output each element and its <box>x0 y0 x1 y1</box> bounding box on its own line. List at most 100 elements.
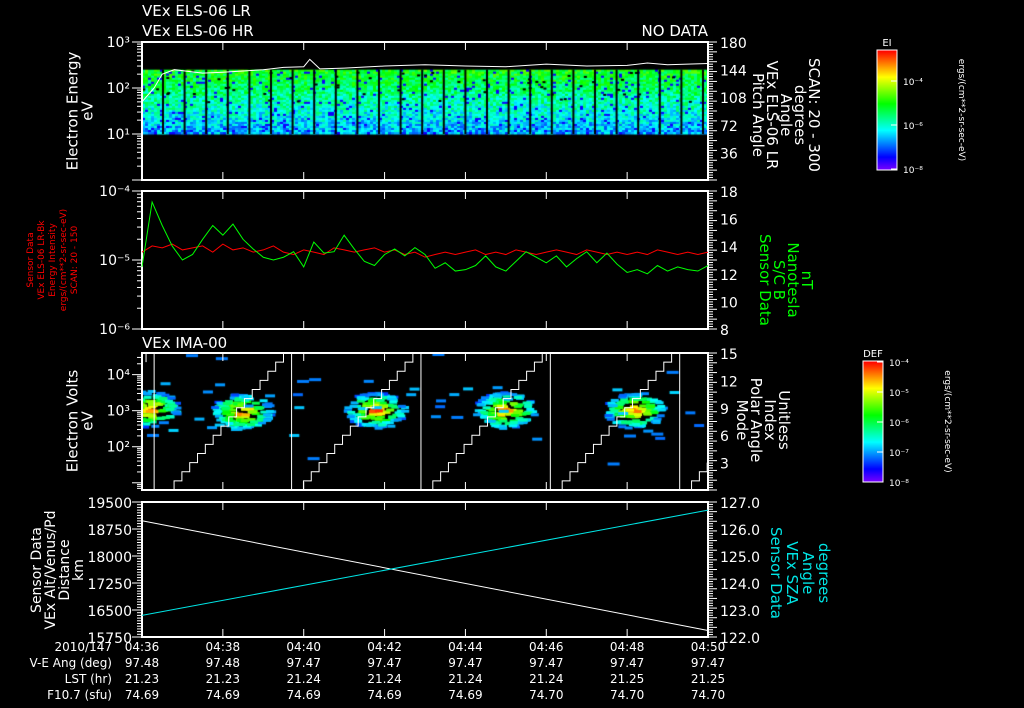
colorbar-segment <box>877 87 897 89</box>
colorbar-segment <box>863 446 883 448</box>
time-row-label: F10.7 (sfu) <box>47 688 112 702</box>
colorbar-segment <box>863 385 883 387</box>
time-axis-value: 74.69 <box>125 688 159 702</box>
colorbar-segment <box>877 136 897 138</box>
colorbar-segment <box>877 121 897 123</box>
time-axis-value: 74.70 <box>691 688 725 702</box>
axis-title-line: km <box>71 559 87 581</box>
colorbar-segment <box>863 396 883 398</box>
colorbar-segment <box>863 425 883 427</box>
colorbar-segment <box>863 442 883 444</box>
axis-title-line: Angle <box>799 552 817 595</box>
colorbar-tick-label: 10⁻⁴ <box>903 78 923 88</box>
axis-title-line: Distance <box>57 539 73 600</box>
colorbar-label: EI <box>882 38 891 49</box>
colorbar-segment <box>863 479 883 481</box>
colorbar-segment <box>877 59 897 61</box>
y-tick-label: 17250 <box>87 577 132 593</box>
colorbar-segment <box>877 51 897 53</box>
colorbar-segment <box>877 117 897 119</box>
time-axis-value: 97.48 <box>125 656 159 670</box>
colorbar-segment <box>863 412 883 414</box>
time-axis-value: 04:50 <box>691 640 726 654</box>
colorbar-segment <box>863 448 883 450</box>
colorbar-segment <box>863 398 883 400</box>
colorbar-segment <box>877 89 897 91</box>
polar-angle-staircase <box>166 352 292 491</box>
colorbar-segment <box>863 393 883 395</box>
colorbar-segment <box>877 109 897 111</box>
time-row-label: V-E Ang (deg) <box>30 656 112 670</box>
colorbar-3: DEF 10⁻⁴ 10⁻⁵ 10⁻⁶ 10⁻⁷ 10⁻⁸ ergs/(cm**2-sr-se… <box>862 349 952 489</box>
colorbar-segment <box>877 98 897 100</box>
colorbar-segment <box>877 93 897 95</box>
colorbar-segment <box>863 403 883 405</box>
colorbar-segment <box>877 53 897 55</box>
colorbar-segment <box>863 457 883 459</box>
colorbar-segment <box>863 404 883 406</box>
y-tick-label: 10⁻⁴ <box>99 184 130 200</box>
els-overlay-line <box>141 58 709 103</box>
colorbar-label: DEF <box>863 349 883 360</box>
time-axis-value: 04:40 <box>286 640 321 654</box>
colorbar-segment <box>863 475 883 477</box>
colorbar-segment <box>877 138 897 140</box>
colorbar-segment <box>877 91 897 93</box>
colorbar-segment <box>863 409 883 411</box>
colorbar-segment <box>877 79 897 81</box>
colorbar-segment <box>877 69 897 71</box>
y-tick-label: 19500 <box>87 496 132 512</box>
colorbar-segment <box>877 124 897 126</box>
colorbar-segment <box>863 399 883 401</box>
colorbar-tick-label: 10⁻⁷ <box>889 449 909 459</box>
colorbar-segment <box>877 100 897 102</box>
colorbar-segment <box>863 469 883 471</box>
colorbar-segment <box>877 66 897 68</box>
ima-title: VEx IMA-00 <box>142 334 227 352</box>
colorbar-segment <box>863 371 883 373</box>
axis-title-line: nT <box>798 271 816 291</box>
ylabel-title: Sensor Data VEx ELS-06 LR-Bk Energy Intens… <box>26 209 80 311</box>
y2-tick-label: 15 <box>720 347 738 363</box>
time-row-label: 2010/147 <box>55 640 113 654</box>
axis-title-line: Sensor Data <box>26 232 36 287</box>
colorbar-segment <box>877 71 897 73</box>
time-axis-value: 21.23 <box>206 672 240 686</box>
colorbar-segment <box>863 366 883 368</box>
colorbar-segment <box>863 468 883 470</box>
axis-title-line: Sensor Data <box>767 527 785 619</box>
time-axis-value: 74.70 <box>610 688 644 702</box>
colorbar-segment <box>877 115 897 117</box>
colorbar-segment <box>877 103 897 105</box>
colorbar-segment <box>877 149 897 151</box>
colorbar-segment <box>863 455 883 457</box>
colorbar-segment <box>877 133 897 135</box>
colorbar-segment <box>877 106 897 108</box>
colorbar-segment <box>863 408 883 410</box>
colorbar-units-label: ergs/(cm**2-sr-sec-eV) <box>942 370 952 472</box>
colorbar-segment <box>877 92 897 94</box>
colorbar-segment <box>877 110 897 112</box>
polar-angle-staircase <box>554 352 680 491</box>
colorbar-segment <box>877 107 897 109</box>
time-axis-value: 04:42 <box>367 640 402 654</box>
colorbar-segment <box>877 55 897 57</box>
polar-angle-staircase <box>683 462 708 491</box>
colorbar-1: EI 10⁻⁴ 10⁻⁶ 10⁻⁸ ergs/(cm**2-sr-sec-eV) <box>876 38 966 176</box>
time-axis-value: 97.47 <box>367 656 401 670</box>
y-tick-label: 18000 <box>87 550 132 566</box>
colorbar-segment <box>863 470 883 472</box>
colorbar-segment <box>863 433 883 435</box>
colorbar-segment <box>877 85 897 87</box>
time-axis-value: 97.48 <box>206 656 240 670</box>
colorbar-segment <box>863 429 883 431</box>
y2-tick-label: 10 <box>720 295 738 311</box>
time-axis-value: 21.24 <box>448 672 482 686</box>
colorbar-segment <box>877 130 897 132</box>
colorbar-segment <box>863 461 883 463</box>
axis-title-line: eV <box>79 411 97 431</box>
colorbar-segment <box>863 383 883 385</box>
colorbar-segment <box>863 367 883 369</box>
